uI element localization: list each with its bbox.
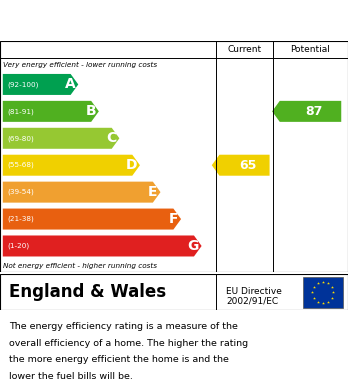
Polygon shape — [3, 208, 181, 230]
Polygon shape — [3, 128, 119, 149]
Polygon shape — [3, 101, 99, 122]
Text: C: C — [106, 131, 117, 145]
Text: A: A — [65, 77, 76, 91]
Text: Energy Efficiency Rating: Energy Efficiency Rating — [10, 16, 220, 30]
Text: The energy efficiency rating is a measure of the: The energy efficiency rating is a measur… — [9, 322, 238, 331]
Text: D: D — [126, 158, 137, 172]
Text: (69-80): (69-80) — [7, 135, 34, 142]
Text: F: F — [169, 212, 178, 226]
Text: Very energy efficient - lower running costs: Very energy efficient - lower running co… — [3, 61, 158, 68]
Text: 65: 65 — [239, 159, 257, 172]
Text: E: E — [148, 185, 158, 199]
Text: (21-38): (21-38) — [7, 216, 34, 222]
Polygon shape — [3, 155, 140, 176]
Text: B: B — [85, 104, 96, 118]
Polygon shape — [3, 235, 201, 256]
Text: G: G — [188, 239, 199, 253]
Text: Current: Current — [228, 45, 262, 54]
Text: England & Wales: England & Wales — [9, 283, 166, 301]
Text: lower the fuel bills will be.: lower the fuel bills will be. — [9, 372, 133, 381]
Text: 2002/91/EC: 2002/91/EC — [227, 297, 278, 306]
Text: (92-100): (92-100) — [7, 81, 38, 88]
Polygon shape — [3, 74, 78, 95]
Polygon shape — [3, 182, 160, 203]
Bar — [303, 277, 343, 308]
Text: Not energy efficient - higher running costs: Not energy efficient - higher running co… — [3, 263, 158, 269]
Text: (55-68): (55-68) — [7, 162, 34, 169]
Text: (1-20): (1-20) — [7, 243, 29, 249]
Text: (81-91): (81-91) — [7, 108, 34, 115]
Text: 87: 87 — [305, 105, 323, 118]
Polygon shape — [212, 155, 270, 176]
Text: (39-54): (39-54) — [7, 189, 34, 196]
Text: EU Directive: EU Directive — [227, 287, 282, 296]
Text: overall efficiency of a home. The higher the rating: overall efficiency of a home. The higher… — [9, 339, 248, 348]
Polygon shape — [272, 101, 341, 122]
Text: Potential: Potential — [291, 45, 331, 54]
Text: the more energy efficient the home is and the: the more energy efficient the home is an… — [9, 355, 229, 364]
